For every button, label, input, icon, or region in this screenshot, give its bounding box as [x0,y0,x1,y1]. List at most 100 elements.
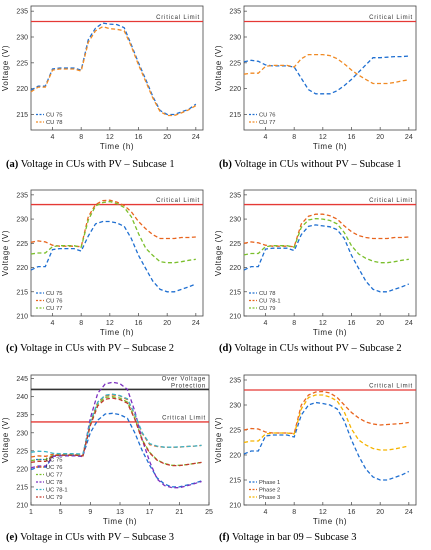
x-axis-label: Time (h) [100,328,134,337]
annotation-label: Critical Limit [369,15,413,21]
x-tick-label: 12 [106,134,114,141]
y-axis-label: Voltage (V) [1,45,10,91]
chart-panel: 210 215 220 225 230 235 4 8 12 16 20 24 Time (h) Volt… [214,374,417,526]
x-tick-label: 16 [348,509,356,516]
plot-frame [243,5,417,131]
y-tick-label: 230 [229,403,241,410]
x-tick-label: 12 [106,320,114,327]
series-line [30,393,202,455]
series-line [243,224,410,293]
y-tick-label: 245 [16,376,28,383]
y-axis-label: Voltage (V) [214,417,223,463]
chart-panel: 210 215 220 225 230 235 4 8 12 16 20 24 Time (h) Volt… [1,189,204,337]
caption-a: (a) Voltage in CUs with PV – Subcase 1 [6,159,175,170]
series-line [243,401,410,481]
x-tick-label: 21 [175,509,183,516]
caption-text: Voltage in CUs with PV – Subcase 1 [20,159,175,170]
legend-label: UC 77 [46,473,62,479]
plot-frame [30,374,210,506]
x-tick-label: 5 [59,509,63,516]
legend-label: CU 76 [259,113,275,119]
plot-frame [243,189,417,317]
y-tick-label: 215 [229,289,241,296]
y-tick-label: 235 [229,9,241,16]
y-tick-label: 215 [229,478,241,485]
y-tick-label: 235 [16,412,28,419]
series-line [243,390,409,435]
x-tick-label: 17 [146,509,154,516]
y-tick-label: 220 [229,86,241,93]
x-axis-label: Time (h) [313,328,347,337]
y-tick-label: 215 [16,112,28,119]
y-tick-label: 210 [229,503,241,510]
y-tick-label: 235 [16,192,28,199]
x-tick-label: 20 [376,509,384,516]
x-axis-label: Time (h) [313,517,347,526]
chart-panel: 210 215 220 225 230 235 4 8 12 16 20 24 Time (h) Volt… [214,189,417,337]
y-axis-label: Voltage (V) [214,230,223,276]
y-tick-label: 220 [229,453,241,460]
annotation-label: Over Voltage Protection [162,376,206,389]
x-tick-label: 20 [376,320,384,327]
y-tick-label: 220 [16,86,28,93]
caption-text: Voltage in CUs without PV – Subcase 1 [234,159,402,170]
caption-text: Voltage in CUs with PV – Subcase 3 [20,532,175,543]
x-tick-label: 8 [292,320,296,327]
annotation-label: Critical Limit [369,198,413,204]
x-tick-label: 4 [264,509,268,516]
x-tick-label: 9 [88,509,92,516]
y-tick-label: 230 [16,35,28,42]
x-tick-label: 20 [376,134,384,141]
legend-label: CU 75 [46,113,62,119]
legend-label: CU 78 [46,120,62,126]
x-axis-label: Time (h) [100,142,134,151]
y-tick-label: 215 [229,112,241,119]
x-tick-label: 16 [348,134,356,141]
x-tick-label: 24 [405,134,413,141]
y-tick-label: 210 [16,314,28,321]
x-tick-label: 16 [348,320,356,327]
legend-label: CU 76 [46,299,62,305]
x-tick-label: 13 [116,509,124,516]
x-tick-label: 8 [79,134,83,141]
y-tick-label: 235 [229,378,241,385]
plot-frame [30,189,204,317]
caption-e: (e) Voltage in CUs with PV – Subcase 3 [6,532,175,543]
y-tick-label: 215 [16,289,28,296]
legend-label: Phase 1 [259,480,280,486]
annotation-label: Critical Limit [162,415,206,421]
y-tick-label: 210 [229,314,241,321]
chart-panel: 215 220 225 230 235 4 8 12 16 20 24 Time (h) Voltage… [1,5,204,151]
chart-panel: 210 215 220 225 230 235 240 245 1 5 9 13 17 21 25 Time … [1,374,213,526]
x-tick-label: 24 [405,509,413,516]
series-line [30,381,202,489]
series-line [243,394,409,451]
y-axis-label: Voltage (V) [214,45,223,91]
x-tick-label: 24 [192,134,200,141]
legend-label: CU 78 [259,291,275,297]
caption-label: e [9,532,15,543]
x-tick-label: 1 [29,509,33,516]
x-tick-label: 4 [264,134,268,141]
series-line [30,26,197,117]
caption-label: a [9,159,15,170]
x-tick-label: 8 [292,134,296,141]
series-line [30,22,197,116]
x-tick-label: 25 [205,509,213,516]
caption-label: f [222,532,227,543]
caption-d: (d) Voltage in CUs without PV – Subcase … [219,343,402,354]
x-tick-label: 12 [319,320,327,327]
y-tick-label: 225 [16,241,28,248]
y-tick-label: 225 [16,60,28,67]
legend-label: Phase 3 [259,495,280,501]
x-tick-label: 16 [135,134,143,141]
y-tick-label: 240 [16,394,28,401]
y-tick-label: 220 [16,265,28,272]
y-axis-label: Voltage (V) [1,230,10,276]
x-tick-label: 24 [192,320,200,327]
legend-label: CU 79 [259,306,275,312]
annotation-label: Critical Limit [156,198,200,204]
x-tick-label: 20 [163,320,171,327]
x-tick-label: 4 [51,134,55,141]
caption-text: Voltage in CUs with PV – Subcase 2 [20,343,175,354]
